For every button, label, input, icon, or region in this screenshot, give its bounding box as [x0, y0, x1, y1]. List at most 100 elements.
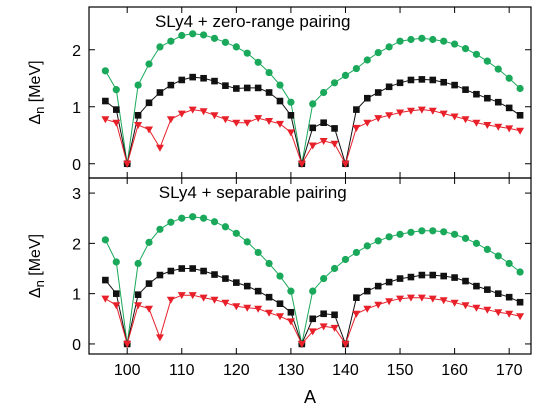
- plot-frame: [88, 177, 532, 355]
- data-point: [177, 292, 186, 300]
- data-point: [200, 74, 207, 82]
- data-point: [156, 225, 164, 233]
- data-point: [516, 84, 524, 93]
- data-point: [101, 236, 109, 244]
- series-triangle-down: [101, 106, 525, 168]
- series-circle: [101, 30, 524, 168]
- data-point: [473, 282, 480, 290]
- data-point: [276, 97, 284, 105]
- data-point: [363, 242, 371, 250]
- data-point: [428, 295, 437, 303]
- data-point: [265, 68, 273, 77]
- data-point: [102, 97, 109, 105]
- data-point: [134, 259, 142, 268]
- data-point: [331, 125, 338, 132]
- data-point: [341, 71, 350, 79]
- data-point: [254, 287, 262, 295]
- data-point: [341, 255, 350, 264]
- data-point: [189, 30, 197, 38]
- data-point: [429, 76, 437, 84]
- data-point: [276, 300, 284, 308]
- data-point: [232, 303, 241, 311]
- data-point: [112, 106, 120, 113]
- data-point: [101, 295, 110, 303]
- data-point: [276, 272, 284, 280]
- y-axis-label-subscript: n: [32, 280, 47, 287]
- data-point: [222, 82, 229, 89]
- data-point: [472, 119, 481, 127]
- data-point: [221, 299, 230, 307]
- data-point: [385, 298, 394, 306]
- data-point: [319, 323, 328, 331]
- data-point: [505, 293, 513, 301]
- data-point: [494, 252, 502, 260]
- data-point: [363, 305, 372, 313]
- data-point: [188, 106, 197, 114]
- data-point: [320, 274, 328, 283]
- data-point: [440, 37, 448, 45]
- data-point: [385, 112, 394, 120]
- data-point: [166, 296, 175, 304]
- data-point: [417, 106, 426, 114]
- data-point: [221, 116, 230, 124]
- data-point: [407, 228, 415, 236]
- data-point: [483, 57, 491, 65]
- series-circle: [101, 213, 524, 348]
- data-point: [199, 108, 208, 116]
- data-point: [286, 318, 295, 326]
- x-tick-label: 120: [223, 362, 250, 379]
- data-point: [396, 275, 404, 282]
- data-point: [440, 272, 447, 280]
- x-tick-label: 170: [496, 362, 523, 379]
- data-point: [440, 78, 447, 86]
- data-point: [461, 302, 470, 310]
- data-point: [451, 274, 458, 281]
- data-point: [352, 248, 360, 257]
- data-point: [232, 229, 240, 237]
- data-point: [233, 85, 240, 92]
- data-point: [178, 76, 186, 84]
- data-point: [406, 294, 415, 302]
- data-point: [418, 271, 426, 279]
- data-point: [451, 81, 458, 89]
- y-tick-label: 3: [72, 186, 81, 203]
- data-point: [134, 121, 143, 129]
- data-point: [112, 86, 120, 94]
- data-point: [308, 328, 317, 336]
- data-point: [353, 294, 360, 301]
- panel-title: SLy4 + separable pairing: [159, 183, 347, 202]
- data-point: [374, 115, 383, 123]
- series-square: [102, 265, 524, 348]
- data-point: [417, 294, 426, 302]
- data-point: [461, 234, 470, 242]
- data-point: [472, 304, 481, 312]
- data-point: [276, 81, 284, 89]
- data-point: [319, 137, 328, 145]
- data-point: [494, 290, 502, 297]
- y-tick-label: 0: [72, 337, 81, 354]
- data-point: [505, 74, 513, 82]
- data-point: [505, 125, 514, 133]
- data-point: [363, 287, 371, 295]
- data-point: [134, 302, 143, 310]
- y-axis-label-unit: [MeV]: [27, 60, 44, 106]
- y-tick-label: 1: [72, 287, 81, 304]
- data-point: [287, 112, 295, 119]
- data-point: [134, 291, 142, 298]
- data-point: [155, 144, 164, 152]
- data-point: [101, 67, 109, 75]
- data-point: [429, 271, 437, 279]
- panel-title: SLy4 + zero-range pairing: [155, 12, 350, 31]
- x-tick-label: 110: [169, 362, 195, 379]
- data-point: [516, 268, 524, 276]
- data-point: [385, 233, 393, 241]
- data-point: [483, 121, 492, 129]
- data-point: [396, 109, 405, 117]
- data-point: [200, 267, 207, 275]
- data-point: [385, 43, 393, 51]
- data-point: [374, 89, 382, 96]
- data-point: [145, 280, 153, 287]
- data-point: [123, 340, 132, 348]
- data-point: [505, 104, 513, 112]
